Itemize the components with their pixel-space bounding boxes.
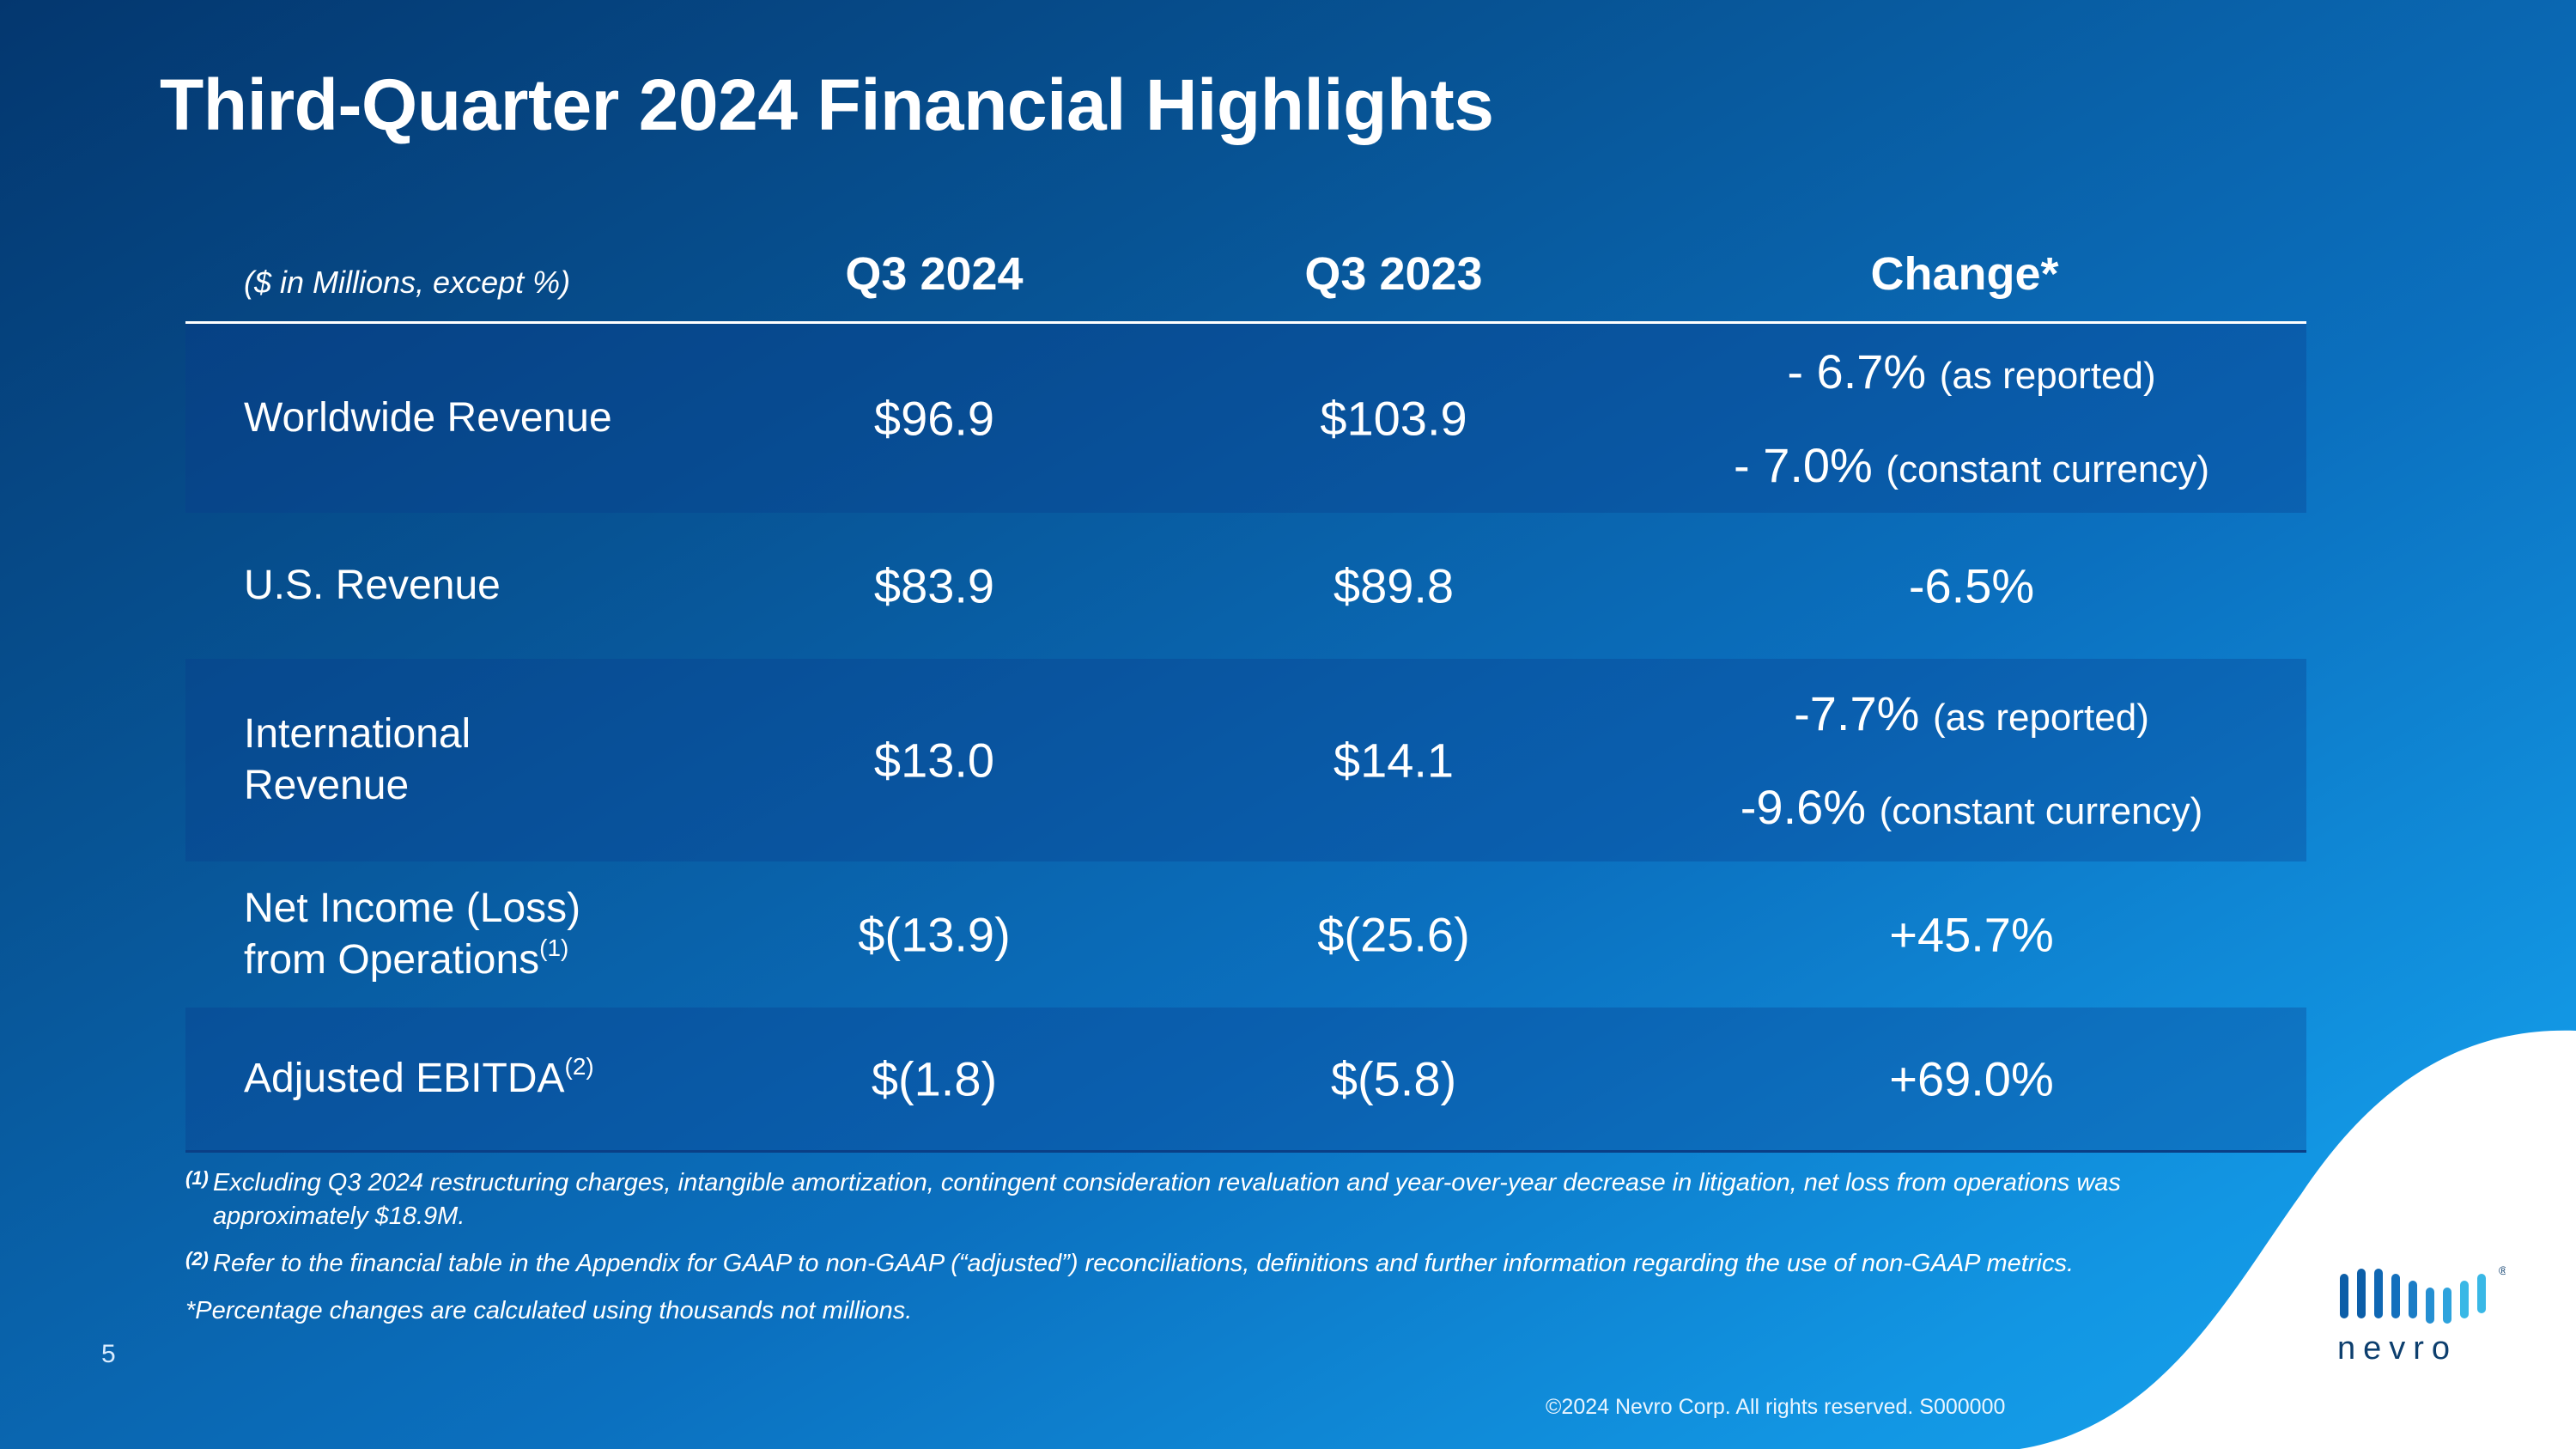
- table-row-us-revenue: U.S. Revenue $83.9 $89.8 -6.5%: [185, 513, 2306, 659]
- footnote-percentage: *Percentage changes are calculated using…: [185, 1297, 913, 1324]
- footnote-1: (1) Excluding Q3 2024 restructuring char…: [185, 1166, 2298, 1233]
- registered-mark: ®: [2499, 1263, 2506, 1277]
- row-label: Net Income (Loss) from Operations(1): [244, 886, 581, 983]
- cell-q3-2023: $14.1: [1333, 733, 1455, 788]
- table-row-net-income-loss: Net Income (Loss) from Operations(1) $(1…: [185, 861, 2306, 1008]
- page-number: 5: [101, 1340, 116, 1368]
- units-label: ($ in Millions, except %): [244, 265, 571, 300]
- brand-wordmark: nevro: [2337, 1330, 2458, 1366]
- cell-q3-2024: $(1.8): [871, 1051, 998, 1106]
- nevro-logo: ® nevro: [2337, 1263, 2506, 1366]
- footnote-1-mark: (1): [185, 1167, 209, 1189]
- slide-title: Third-Quarter 2024 Financial Highlights: [160, 64, 1494, 145]
- footnote-ref-2: (2): [564, 1053, 594, 1080]
- cell-q3-2024: $96.9: [873, 391, 995, 446]
- footnote-2-mark: (2): [185, 1248, 209, 1269]
- cell-change: +69.0%: [1889, 1051, 2054, 1106]
- cell-q3-2024: $(13.9): [858, 907, 1011, 962]
- table-row-international-revenue: International Revenue $13.0 $14.1 -7.7% …: [185, 659, 2306, 861]
- column-header-q3-2023: Q3 2023: [1304, 248, 1483, 300]
- table-row-worldwide-revenue: Worldwide Revenue $96.9 $103.9 - 6.7% (a…: [185, 324, 2306, 513]
- copyright-notice: ©2024 Nevro Corp. All rights reserved. S…: [1546, 1395, 2006, 1419]
- cell-change: -6.5%: [1908, 558, 2035, 613]
- financial-highlights-table: ($ in Millions, except %) Q3 2024 Q3 202…: [185, 232, 2306, 1153]
- cell-q3-2023: $89.8: [1333, 558, 1455, 613]
- row-label: International Revenue: [244, 711, 471, 808]
- row-label: U.S. Revenue: [244, 563, 501, 608]
- row-label: Worldwide Revenue: [244, 395, 612, 441]
- cell-change: - 6.7% (as reported) - 7.0% (constant cu…: [1734, 344, 2209, 492]
- cell-change: -7.7% (as reported) -9.6% (constant curr…: [1740, 686, 2203, 834]
- cell-q3-2024: $83.9: [873, 558, 995, 613]
- cell-q3-2023: $(25.6): [1317, 907, 1470, 962]
- footnote-2: (2) Refer to the financial table in the …: [185, 1247, 2298, 1281]
- column-header-change: Change*: [1870, 248, 2059, 300]
- nevro-logo-bars-icon: [2340, 1269, 2486, 1324]
- cell-q3-2024: $13.0: [873, 733, 995, 788]
- table-header-row: ($ in Millions, except %) Q3 2024 Q3 202…: [185, 232, 2306, 324]
- cell-q3-2023: $(5.8): [1330, 1051, 1457, 1106]
- cell-q3-2023: $103.9: [1320, 391, 1467, 446]
- footnotes: (1) Excluding Q3 2024 restructuring char…: [185, 1166, 2298, 1342]
- footnote-ref-1: (1): [539, 935, 569, 961]
- cell-change: +45.7%: [1889, 907, 2054, 962]
- row-label: Adjusted EBITDA(2): [244, 1053, 594, 1102]
- table-row-adjusted-ebitda: Adjusted EBITDA(2) $(1.8) $(5.8) +69.0%: [185, 1008, 2306, 1153]
- column-header-q3-2024: Q3 2024: [845, 248, 1024, 300]
